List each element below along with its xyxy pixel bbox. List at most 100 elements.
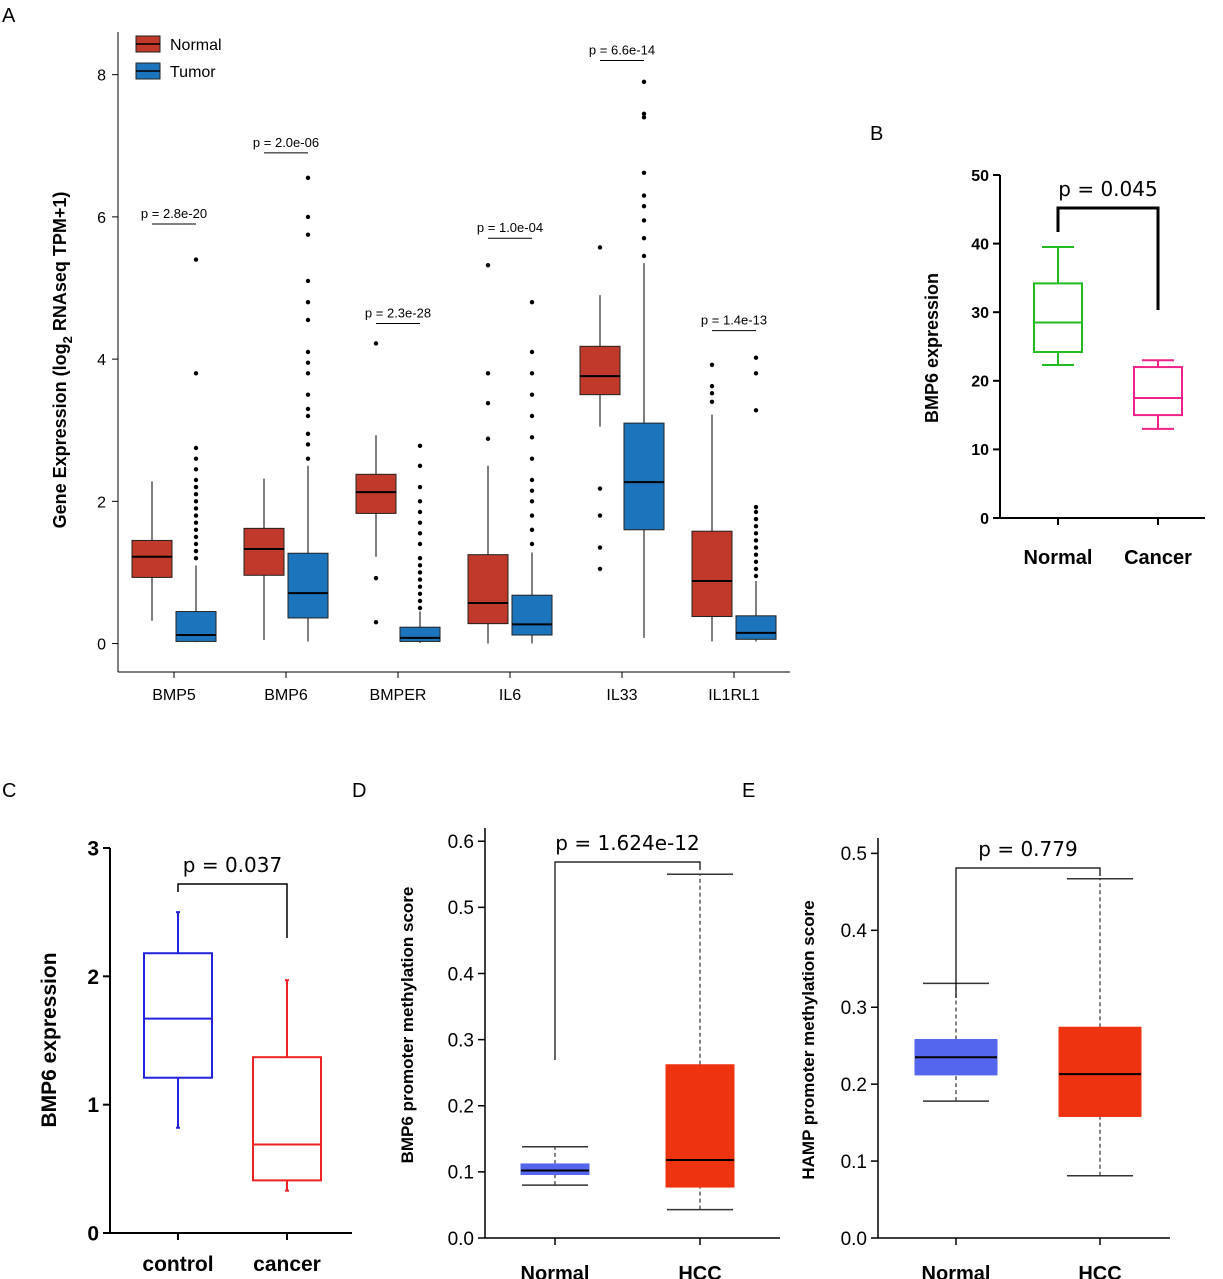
panel-a-ytick-label: 2 [97, 494, 106, 511]
panel-a-outlier [417, 484, 423, 490]
panel-a-outlier [641, 170, 647, 175]
panel-b-xtick-label: Cancer [1124, 547, 1192, 569]
panel-d-box-normal [520, 1163, 590, 1176]
panel-a-outlier [373, 575, 379, 581]
panel-e-ytick-label: 0.0 [841, 1229, 867, 1250]
panel-a-outlier [305, 406, 311, 412]
panel-a-pvalue: p = 2.8e-20 [141, 206, 207, 221]
panel-a-outlier [417, 577, 423, 582]
panel-d-ytick-label: 0.6 [448, 832, 474, 853]
panel-a-pvalue: p = 6.6e-14 [589, 42, 655, 57]
panel-a-outlier [709, 399, 715, 404]
panel-a-outlier [753, 371, 759, 376]
panel-a-outlier [753, 552, 759, 557]
panel-a-outlier [193, 548, 199, 554]
panel-c-ytick-label: 3 [87, 838, 99, 861]
panel-a-outlier [529, 456, 535, 461]
panel-label-a: A [2, 5, 16, 27]
panel-e-xtick-label: HCC [1078, 1263, 1121, 1279]
panel-a-outlier [641, 218, 647, 223]
panel-a-outlier [529, 488, 535, 493]
panel-a-outlier [417, 541, 423, 547]
panel-a-outlier [485, 263, 491, 268]
panel-a-xtick-label: BMPER [370, 687, 427, 704]
panel-a-outlier [193, 456, 199, 461]
panel-a-outlier [417, 520, 423, 525]
panel-a-outlier [193, 492, 199, 497]
panel-a-outlier [597, 513, 603, 518]
panel-b-ytick-label: 30 [971, 305, 989, 322]
panel-a-outlier [305, 360, 311, 365]
panel-a-outlier [193, 520, 199, 525]
panel-a-outlier [529, 541, 535, 547]
panel-d-xtick-label: HCC [678, 1263, 721, 1279]
panel-a-outlier [641, 115, 647, 120]
panel-d-box-hcc [665, 1064, 735, 1188]
panel-a-outlier [417, 463, 423, 468]
panel-a-xtick-label: BMP6 [264, 687, 308, 704]
panel-a-box-tumor [399, 626, 441, 642]
panel-a-outlier [193, 534, 199, 540]
panel-label-d: D [352, 780, 366, 802]
panel-a-outlier [753, 355, 759, 360]
panel-a-outlier [753, 531, 759, 536]
panel-e-box-hcc [1058, 1026, 1142, 1117]
panel-c-chart: BMP6 expression 0 1 2 3 control cancer p = 0.0… [38, 838, 352, 1276]
panel-a-outlier [641, 193, 647, 198]
panel-b-box-normal [1033, 282, 1083, 353]
panel-a-outlier [641, 253, 647, 259]
panel-d-ylabel: BMP6 promoter methylation score [398, 887, 417, 1164]
panel-b-xtick-label: Normal [1024, 547, 1093, 569]
panel-a-outlier [193, 541, 199, 547]
panel-b-ytick-label: 50 [971, 168, 989, 185]
panel-a-outlier [417, 563, 423, 568]
panel-a-outlier [529, 499, 535, 504]
panel-a-outlier [529, 300, 535, 305]
panel-a-outlier [417, 531, 423, 536]
panel-e-xtick-label: Normal [922, 1263, 991, 1279]
panel-a-outlier [597, 566, 603, 572]
panel-a-outlier [709, 362, 715, 367]
panel-a-outlier [193, 371, 199, 376]
panel-a-outlier [753, 509, 759, 515]
panel-a-outlier [305, 413, 311, 419]
panel-a-outlier [641, 79, 647, 84]
panel-c-pvalue: p = 0.037 [183, 853, 282, 877]
panel-a-ytick-label: 4 [97, 352, 106, 369]
panel-a-outlier [641, 204, 647, 209]
panel-e-ytick-label: 0.3 [841, 998, 867, 1019]
panel-d-ytick-label: 0.0 [448, 1229, 474, 1250]
panel-a-box-tumor [287, 552, 329, 619]
panel-a-xtick-label: IL33 [606, 687, 637, 704]
panel-d-chart: BMP6 promoter methylation score 0.0 0.1 0.… [398, 828, 780, 1279]
panel-e-ytick-label: 0.4 [841, 921, 868, 942]
panel-a-outlier [753, 524, 759, 529]
panel-a-outlier [485, 371, 491, 376]
panel-a-outlier [305, 349, 311, 355]
panel-d-ytick-label: 0.3 [448, 1030, 474, 1051]
panel-label-b: B [870, 123, 883, 145]
panel-a-outlier [529, 477, 535, 483]
panel-a-outlier [417, 499, 423, 504]
panel-a-outlier [485, 401, 491, 406]
panel-a-outlier [753, 559, 759, 564]
panel-a-outlier [305, 175, 311, 180]
panel-a-pvalue: p = 2.3e-28 [365, 306, 431, 321]
panel-c-ytick-label: 0 [87, 1223, 99, 1246]
panel-a-outlier [193, 527, 199, 532]
panel-e-ylabel: HAMP promoter methylation score [799, 900, 818, 1179]
panel-a-box-normal [243, 527, 285, 576]
panel-a-outlier [753, 538, 759, 543]
panel-e-ytick-label: 0.5 [841, 844, 867, 865]
panel-a-outlier [193, 467, 199, 472]
panel-b-box-cancer [1133, 366, 1183, 417]
panel-b-ylabel: BMP6 expression [922, 273, 942, 423]
panel-d-pvalue-bracket [554, 861, 701, 1060]
panel-d-ytick-label: 0.2 [448, 1097, 474, 1118]
panel-a-outlier [753, 408, 759, 413]
panel-a-outlier [417, 509, 423, 515]
panel-a-outlier [305, 442, 311, 447]
panel-e-ytick-label: 0.2 [841, 1075, 867, 1096]
panel-a-box-normal [467, 554, 509, 625]
panel-a-outlier [193, 513, 199, 518]
